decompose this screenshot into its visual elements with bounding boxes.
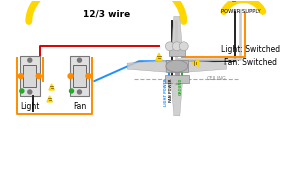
Circle shape <box>28 58 32 62</box>
Bar <box>23 65 36 87</box>
Bar <box>69 56 90 96</box>
Circle shape <box>77 58 82 62</box>
Text: CEILING: CEILING <box>207 76 226 81</box>
Circle shape <box>172 42 181 51</box>
Circle shape <box>20 89 24 93</box>
Circle shape <box>36 74 41 78</box>
Polygon shape <box>171 17 183 55</box>
Circle shape <box>86 74 91 78</box>
Polygon shape <box>156 53 162 60</box>
Ellipse shape <box>166 60 188 72</box>
Bar <box>165 75 189 83</box>
Circle shape <box>165 42 174 51</box>
Circle shape <box>18 74 23 78</box>
Polygon shape <box>231 0 236 4</box>
Text: NEUTRAL: NEUTRAL <box>174 78 178 96</box>
Text: Fan: Fan <box>73 102 86 111</box>
Text: LIGHT POWER: LIGHT POWER <box>164 78 168 106</box>
Polygon shape <box>192 60 199 66</box>
Text: POWER SUPPLY: POWER SUPPLY <box>220 8 260 14</box>
Text: GROUND: GROUND <box>179 78 183 95</box>
Bar <box>73 65 86 87</box>
Polygon shape <box>127 60 166 72</box>
Bar <box>169 48 185 56</box>
Text: 12/3 wire: 12/3 wire <box>83 10 130 19</box>
Polygon shape <box>49 84 54 90</box>
Circle shape <box>68 74 73 78</box>
Bar <box>166 60 188 72</box>
Circle shape <box>69 89 73 93</box>
Text: Light: Light <box>20 102 40 111</box>
Polygon shape <box>188 60 226 72</box>
Text: FAN POWER: FAN POWER <box>169 78 173 102</box>
Polygon shape <box>47 96 52 102</box>
Circle shape <box>77 90 82 94</box>
Circle shape <box>179 42 188 51</box>
Circle shape <box>28 90 32 94</box>
Polygon shape <box>171 77 183 116</box>
Bar <box>20 56 40 96</box>
Text: Light: Switched
Fan: Switched: Light: Switched Fan: Switched <box>221 45 280 67</box>
